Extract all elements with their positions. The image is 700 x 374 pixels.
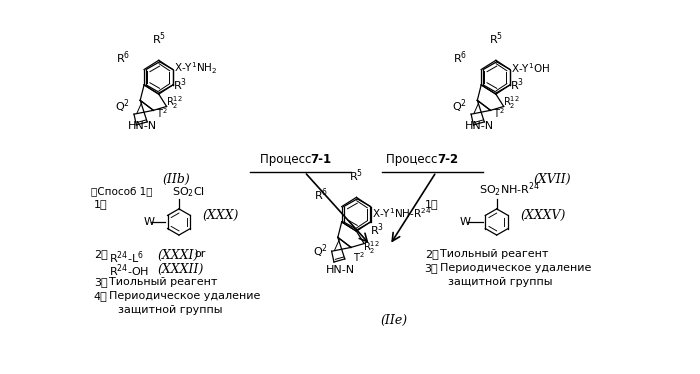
- Text: защитной группы: защитной группы: [118, 305, 223, 315]
- Text: HN-N: HN-N: [326, 266, 355, 276]
- Text: R$^{6}$: R$^{6}$: [314, 187, 328, 203]
- Text: T$^{2}$: T$^{2}$: [354, 251, 365, 264]
- Text: 〈Способ 1〉: 〈Способ 1〉: [92, 186, 153, 196]
- Text: R$^{3}$: R$^{3}$: [370, 221, 384, 238]
- Text: R$^{12}_{2}$: R$^{12}_{2}$: [166, 94, 183, 111]
- Text: R$^{24}$-L$^{6}$: R$^{24}$-L$^{6}$: [109, 249, 144, 266]
- Text: защитной группы: защитной группы: [448, 277, 552, 286]
- Text: 2）: 2）: [425, 249, 438, 259]
- Text: Q$^{2}$: Q$^{2}$: [115, 98, 130, 115]
- Text: (XXXII): (XXXII): [158, 263, 204, 276]
- Text: R$^{12}_{2}$: R$^{12}_{2}$: [503, 94, 519, 111]
- Text: or: or: [195, 249, 206, 259]
- Text: HN-N: HN-N: [465, 121, 494, 131]
- Text: 4）: 4）: [94, 291, 108, 301]
- Text: R$^{12}_{2}$: R$^{12}_{2}$: [363, 239, 380, 256]
- Text: 7-1: 7-1: [311, 153, 332, 166]
- Text: (XXXI): (XXXI): [158, 249, 199, 262]
- Text: Тиольный реагент: Тиольный реагент: [440, 249, 549, 259]
- Text: T$^{2}$: T$^{2}$: [493, 106, 505, 120]
- Text: Процесс: Процесс: [260, 153, 315, 166]
- Text: 1）: 1）: [94, 199, 107, 209]
- Text: R$^{3}$: R$^{3}$: [173, 77, 187, 93]
- Text: R$^{6}$: R$^{6}$: [453, 50, 468, 66]
- Text: (XXXV): (XXXV): [520, 209, 566, 222]
- Text: Процесс: Процесс: [386, 153, 441, 166]
- Text: R$^{5}$: R$^{5}$: [349, 168, 363, 184]
- Text: R$^{6}$: R$^{6}$: [116, 50, 130, 66]
- Text: Q$^{2}$: Q$^{2}$: [313, 242, 328, 260]
- Text: R$^{5}$: R$^{5}$: [489, 31, 503, 47]
- Text: (IIb): (IIb): [162, 173, 190, 186]
- Text: Тиольный реагент: Тиольный реагент: [109, 278, 218, 288]
- Text: Периодическое удаление: Периодическое удаление: [109, 291, 260, 301]
- Text: T$^{2}$: T$^{2}$: [155, 106, 167, 120]
- Text: 2）: 2）: [94, 249, 108, 259]
- Text: W: W: [459, 217, 470, 227]
- Text: Q$^{2}$: Q$^{2}$: [452, 98, 468, 115]
- Text: 7-2: 7-2: [437, 153, 459, 166]
- Text: R$^{24}$-OH: R$^{24}$-OH: [109, 263, 149, 279]
- Text: (XVII): (XVII): [533, 173, 571, 186]
- Text: 3）: 3）: [425, 263, 438, 273]
- Text: W: W: [144, 217, 154, 227]
- Text: X-Y$^{1}$NH$_2$: X-Y$^{1}$NH$_2$: [174, 60, 218, 76]
- Text: (IIe): (IIe): [380, 314, 407, 327]
- Text: SO$_2$Cl: SO$_2$Cl: [172, 185, 205, 199]
- Text: 1）: 1）: [425, 199, 438, 209]
- Text: X-Y$^{1}$NH-R$^{24}$: X-Y$^{1}$NH-R$^{24}$: [372, 206, 431, 220]
- Text: Периодическое удаление: Периодическое удаление: [440, 263, 592, 273]
- Text: R$^{3}$: R$^{3}$: [510, 77, 524, 93]
- Text: HN-N: HN-N: [128, 121, 157, 131]
- Text: SO$_2$NH-R$^{24}$: SO$_2$NH-R$^{24}$: [480, 181, 540, 199]
- Text: R$^{5}$: R$^{5}$: [152, 31, 166, 47]
- Text: (XXX): (XXX): [202, 209, 239, 222]
- Text: 3）: 3）: [94, 278, 107, 288]
- Text: X-Y$^{1}$OH: X-Y$^{1}$OH: [512, 61, 551, 75]
